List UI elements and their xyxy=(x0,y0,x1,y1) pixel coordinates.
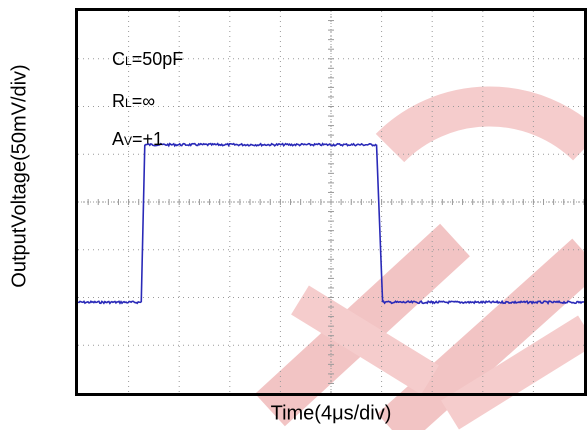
annotation-gain: AV=+1 xyxy=(112,129,164,149)
annotation-load-resistance: RL=∞ xyxy=(112,91,156,111)
plot-area: CL=50pF RL=∞ AV=+1 xyxy=(75,8,587,396)
x-axis-label: Time(4μs/div) xyxy=(270,402,392,425)
oscilloscope-chart xyxy=(78,11,584,393)
annotation-load-capacitance: CL=50pF xyxy=(112,49,184,69)
output-voltage-trace xyxy=(78,142,584,306)
y-axis-label: OutputVoltage(50mV/div) xyxy=(8,64,31,288)
